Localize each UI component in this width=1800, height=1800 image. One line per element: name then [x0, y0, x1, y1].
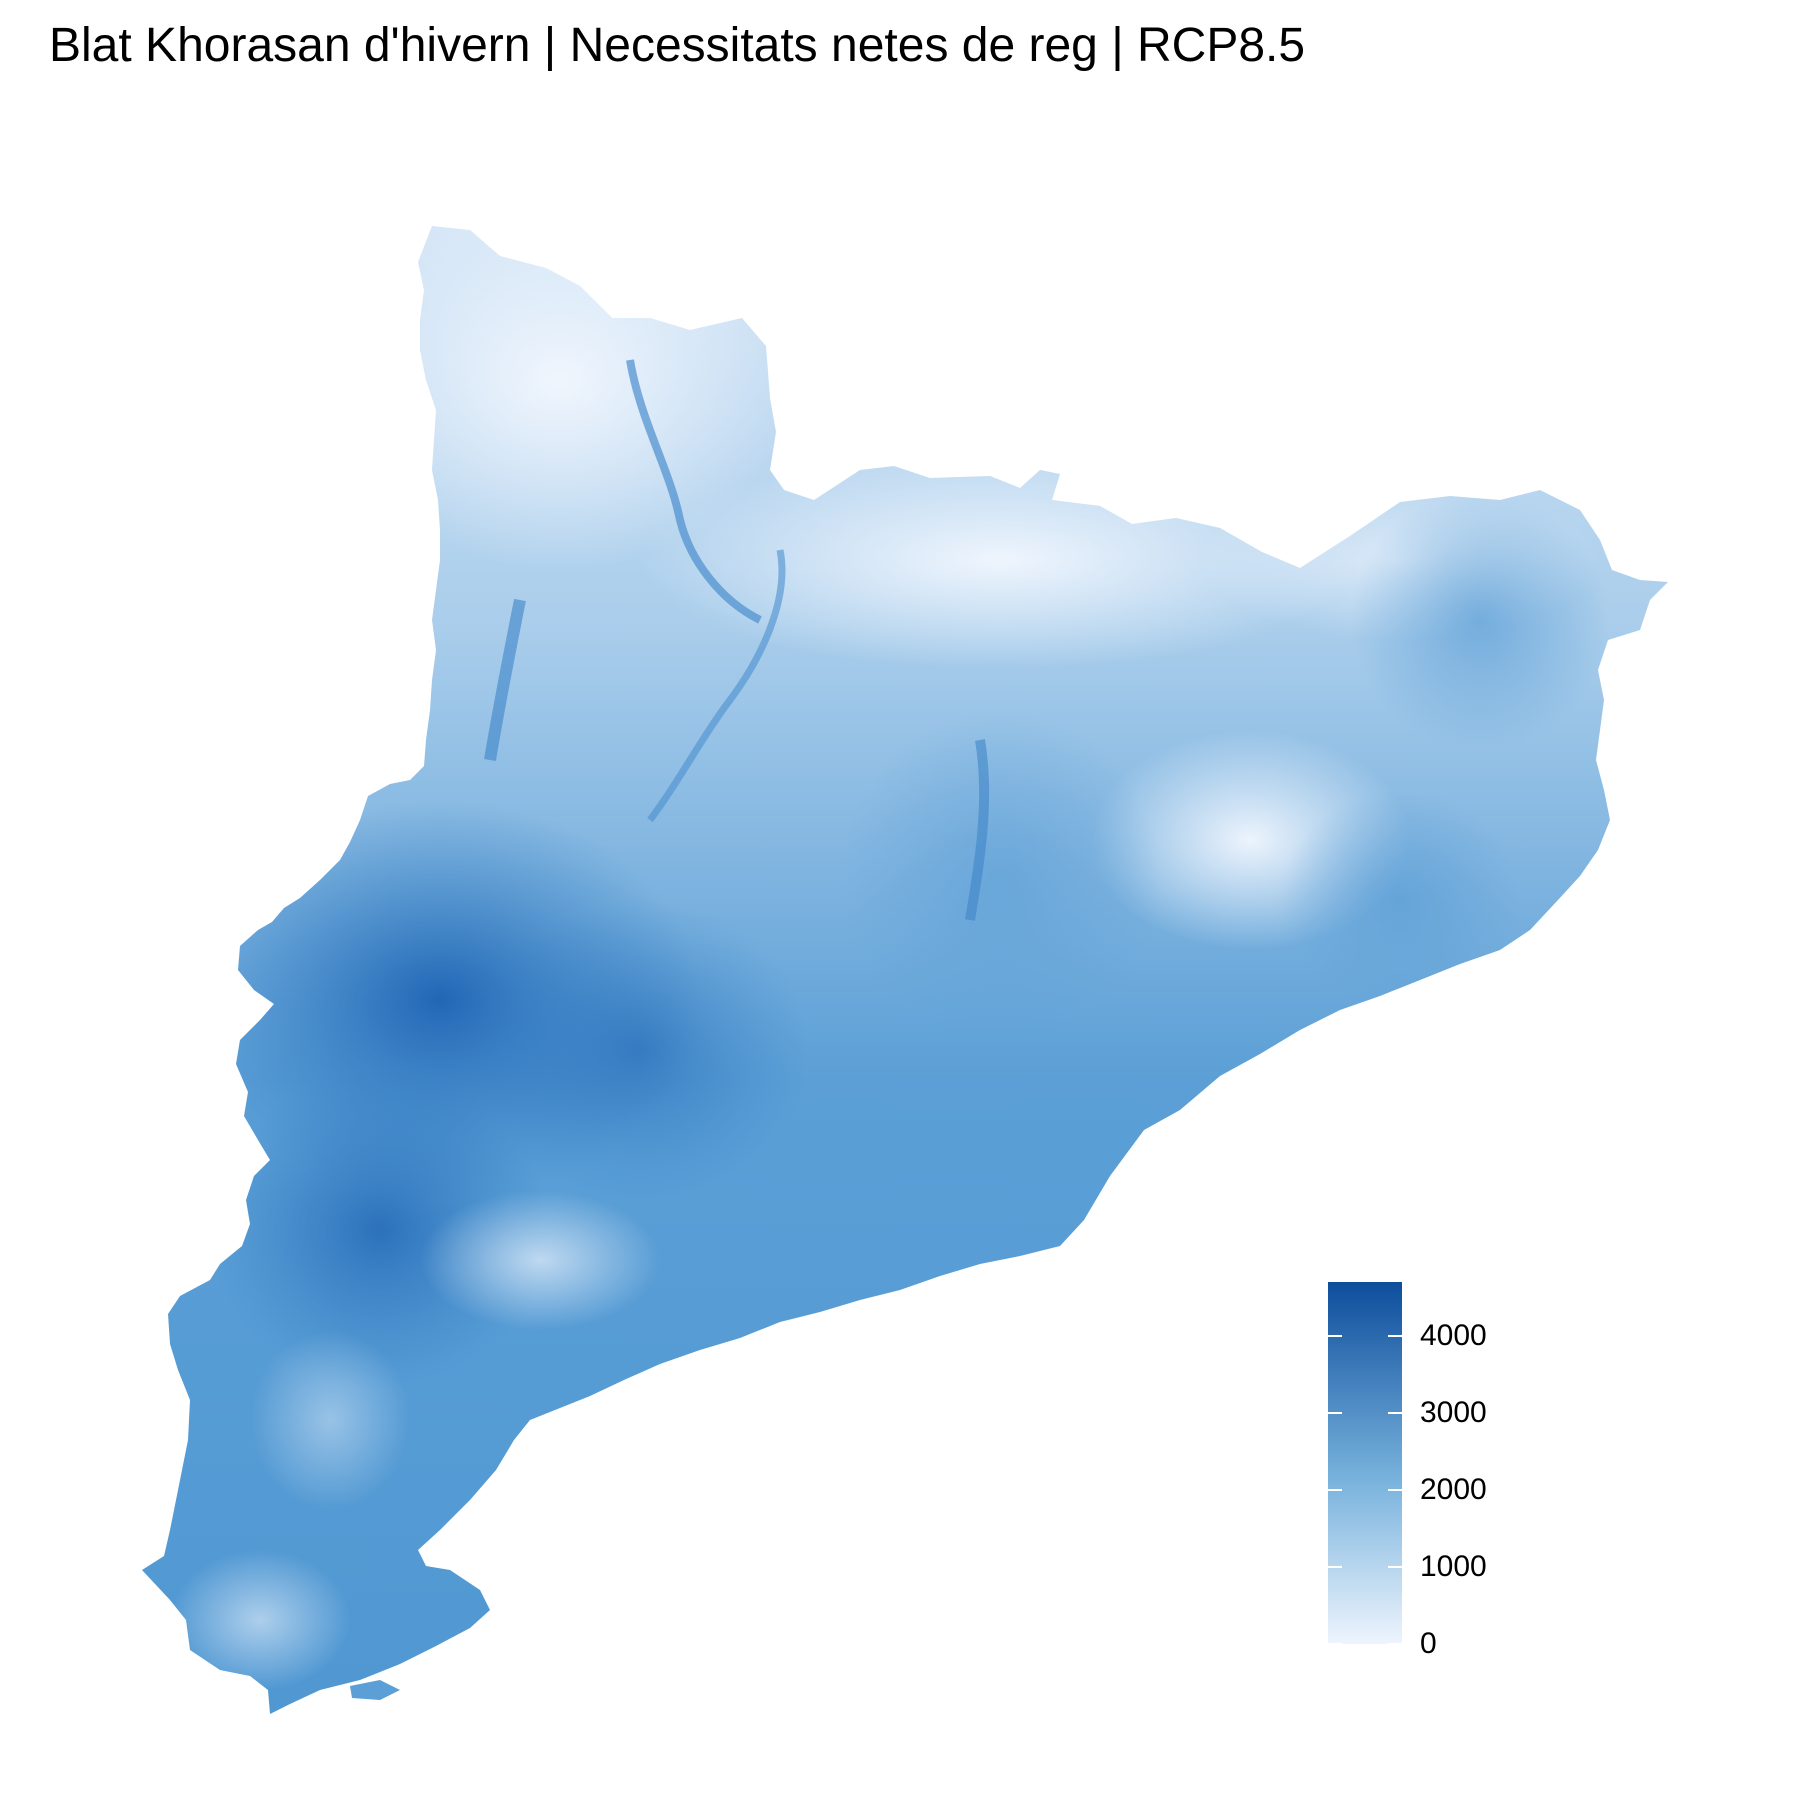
- legend-tick-mark: [1328, 1643, 1342, 1645]
- legend-tick-mark: [1388, 1565, 1402, 1568]
- legend-colorbar: [1328, 1282, 1402, 1644]
- legend-tick-label: 0: [1420, 1627, 1437, 1660]
- legend-tick-mark: [1328, 1565, 1342, 1568]
- legend-tick-mark: [1388, 1411, 1402, 1414]
- legend-tick-mark: [1388, 1488, 1402, 1491]
- legend-tick-mark: [1388, 1334, 1402, 1337]
- legend-tick-mark: [1388, 1643, 1402, 1645]
- legend-tick-label: 3000: [1420, 1395, 1487, 1429]
- legend-tick-label: 4000: [1420, 1318, 1487, 1352]
- legend-tick-mark: [1328, 1411, 1342, 1414]
- legend-tick-label: 1000: [1420, 1549, 1487, 1583]
- legend-tick-mark: [1328, 1334, 1342, 1337]
- legend-tick-label: 2000: [1420, 1472, 1487, 1506]
- legend-tick-mark: [1328, 1488, 1342, 1491]
- map-title: Blat Khorasan d'hivern | Necessitats net…: [49, 19, 1306, 72]
